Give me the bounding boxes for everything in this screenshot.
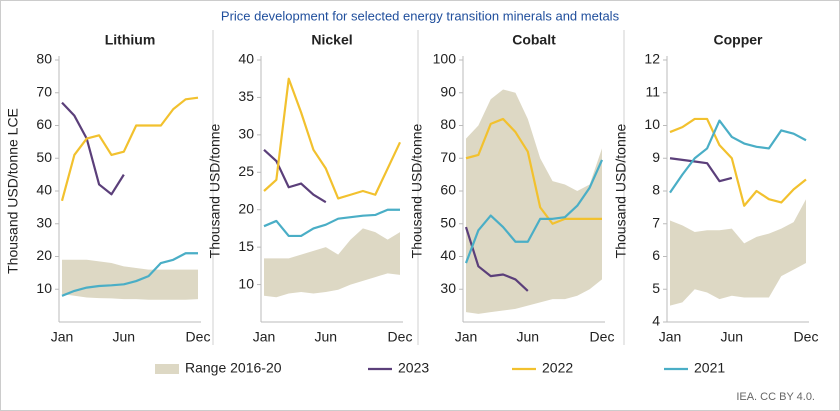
- legend-label: 2022: [542, 360, 573, 376]
- y-tick-label: 7: [652, 214, 660, 230]
- series-line: 2023: [263, 149, 327, 204]
- x-tick-label: Jan: [455, 329, 478, 345]
- y-tick-label: 50: [440, 214, 456, 230]
- series-line: 2022: [465, 117, 602, 225]
- y-tick-label: 15: [238, 238, 254, 254]
- y-tick-label: 10: [644, 116, 660, 132]
- range-band: Range 2016-20: [264, 228, 400, 298]
- legend-swatch: [155, 364, 179, 374]
- panel-title: Lithium: [105, 32, 156, 48]
- y-tick-label: 40: [440, 247, 456, 263]
- series-line: 2023: [61, 101, 125, 196]
- source-note: IEA. CC BY 4.0.: [736, 391, 815, 403]
- y-tick-label: 50: [36, 149, 52, 165]
- series-line: 2022: [263, 77, 401, 200]
- series-line: 2022: [60, 96, 199, 202]
- series-line: 2021: [669, 119, 807, 194]
- y-tick-label: 12: [644, 51, 660, 67]
- y-tick-label: 10: [36, 280, 52, 296]
- x-tick-label: Jan: [253, 329, 276, 345]
- y-tick-label: 6: [652, 247, 660, 263]
- y-tick-label: 20: [36, 247, 52, 263]
- y-tick-label: 80: [36, 51, 52, 67]
- y-tick-label: 80: [440, 116, 456, 132]
- y-tick-label: 30: [440, 280, 456, 296]
- panel-title: Copper: [714, 32, 764, 48]
- y-tick-label: 60: [36, 116, 52, 132]
- y-tick-label: 5: [652, 280, 660, 296]
- range-band: Range 2016-20: [466, 89, 602, 314]
- x-tick-label: Dec: [590, 329, 615, 345]
- x-tick-label: Jun: [113, 329, 136, 345]
- x-tick-label: Jan: [659, 329, 682, 345]
- legend-label: 2021: [694, 360, 725, 376]
- series-line: 2022: [669, 117, 807, 207]
- y-tick-label: 70: [440, 149, 456, 165]
- series-line: 2021: [263, 208, 400, 238]
- y-tick-label: 11: [645, 83, 660, 99]
- chart-title: Price development for selected energy tr…: [221, 8, 620, 23]
- range-band: Range 2016-20: [62, 259, 198, 300]
- series-line: 2023: [464, 226, 529, 292]
- x-tick-label: Dec: [388, 329, 413, 345]
- y-tick-label: 40: [36, 182, 52, 198]
- x-tick-label: Jun: [517, 329, 540, 345]
- y-tick-label: 9: [652, 149, 660, 165]
- panel-title: Cobalt: [512, 32, 556, 48]
- y-tick-label: 30: [36, 214, 52, 230]
- y-tick-label: 30: [238, 126, 254, 142]
- y-tick-label: 35: [238, 88, 254, 104]
- y-axis-title: Thousand USD/tonne LCE: [5, 108, 21, 274]
- y-axis-title: Thousand USD/tonne: [207, 123, 223, 258]
- y-axis-title: Thousand USD/tonne: [613, 123, 629, 258]
- series-line: 2021: [464, 159, 604, 264]
- y-tick-label: 4: [652, 313, 660, 329]
- panel-title: Nickel: [311, 32, 352, 48]
- legend-label: 2023: [398, 360, 429, 376]
- x-tick-label: Jun: [315, 329, 338, 345]
- y-tick-label: 40: [238, 51, 254, 67]
- x-tick-label: Dec: [186, 329, 211, 345]
- series-line: 2023: [669, 157, 733, 183]
- y-tick-label: 20: [238, 200, 254, 216]
- y-tick-label: 90: [440, 83, 456, 99]
- x-tick-label: Dec: [794, 329, 819, 345]
- x-tick-label: Jun: [721, 329, 744, 345]
- y-tick-label: 25: [238, 163, 254, 179]
- range-band: Range 2016-20: [670, 199, 806, 306]
- legend-label: Range 2016-20: [185, 360, 282, 376]
- y-tick-label: 60: [440, 182, 456, 198]
- y-axis-title: Thousand USD/tonne: [409, 123, 425, 258]
- y-tick-label: 100: [433, 51, 457, 67]
- y-tick-label: 70: [36, 83, 52, 99]
- series-line: 2021: [61, 252, 198, 297]
- y-tick-label: 8: [652, 182, 660, 198]
- y-tick-label: 10: [238, 275, 254, 291]
- x-tick-label: Jan: [51, 329, 74, 345]
